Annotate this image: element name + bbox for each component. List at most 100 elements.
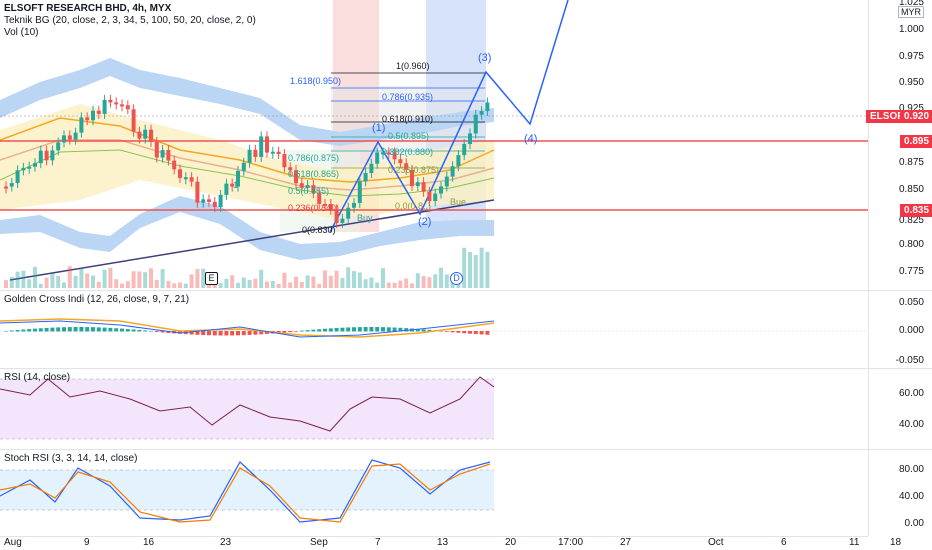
golden-cross-legend[interactable]: Golden Cross Indi (12, 26, close, 9, 7, … — [4, 294, 190, 305]
candle — [433, 193, 438, 202]
histogram-bar — [143, 330, 148, 332]
volume-bar — [439, 267, 443, 288]
candle — [15, 170, 20, 184]
histogram-bar — [282, 331, 287, 333]
histogram-bar — [421, 329, 426, 332]
pane-separator[interactable] — [0, 290, 932, 291]
candle — [201, 199, 206, 203]
wave-label-2: (2) — [418, 216, 432, 228]
top-price-label: 1.025 — [898, 0, 924, 8]
histogram-bar — [201, 331, 206, 336]
pane-separator[interactable] — [0, 449, 932, 450]
time-tick: 18 — [890, 537, 902, 548]
volume-bar — [282, 272, 287, 288]
histogram-bar — [323, 328, 327, 332]
candle — [462, 144, 467, 156]
candle — [444, 176, 449, 187]
histogram-bar — [485, 331, 490, 335]
candle — [323, 203, 327, 206]
golden-cross-chart[interactable] — [0, 291, 868, 368]
histogram-bar — [346, 327, 351, 332]
candle — [149, 129, 153, 142]
price-tick: 0.825 — [898, 215, 924, 226]
golden-cross-pane[interactable]: Golden Cross Indi (12, 26, close, 9, 7, … — [0, 291, 868, 368]
candle — [137, 131, 142, 139]
price-tick: 0.875 — [898, 157, 924, 168]
symbol-title[interactable]: ELSOFT RESEARCH BHD, 4h, MYX — [4, 3, 172, 14]
indicator-volume[interactable]: Vol (10) — [4, 27, 39, 38]
volume-bar — [485, 251, 490, 288]
volume-bar — [375, 282, 380, 288]
stoch-d-line — [0, 463, 491, 523]
candle — [294, 170, 298, 184]
price-chart[interactable] — [0, 0, 868, 290]
candle — [4, 186, 8, 189]
volume-bar — [131, 271, 136, 288]
histogram-bar — [363, 327, 368, 332]
volume-bar — [236, 282, 240, 288]
pane-separator[interactable] — [0, 368, 932, 369]
candle — [73, 132, 78, 140]
rsi-pane[interactable]: RSI (14, close) — [0, 369, 868, 449]
price-axis[interactable]: 1.025 MYR 1.000 0.975 0.950 0.925 0.875 … — [868, 0, 932, 536]
candle — [352, 202, 356, 208]
candle — [340, 218, 345, 223]
candle — [473, 114, 478, 134]
event-d-marker[interactable]: D — [450, 272, 463, 285]
candle — [410, 169, 414, 187]
volume-bar — [468, 252, 472, 288]
indicator-teknik-bg[interactable]: Teknik BG (20, close, 2, 3, 34, 5, 100, … — [4, 15, 256, 26]
last-price-tag: 0.920 — [900, 110, 932, 123]
histogram-bar — [247, 331, 252, 335]
histogram-bar — [189, 331, 194, 335]
volume-bar — [328, 275, 333, 288]
volume-bar — [392, 282, 397, 288]
volume-bar — [62, 282, 66, 288]
candle — [143, 129, 148, 139]
candle — [288, 167, 293, 171]
volume-bar — [473, 255, 478, 288]
time-tick: Aug — [4, 537, 22, 548]
rsi-legend[interactable]: RSI (14, close) — [4, 372, 71, 383]
time-tick: 27 — [620, 537, 632, 548]
buy-label: Buy — [357, 213, 373, 223]
volume-bar — [294, 276, 298, 288]
candle — [172, 160, 177, 170]
histogram-bar — [299, 330, 304, 332]
time-axis[interactable]: Aug 9 16 23 Sep 7 13 20 17:00 27 Oct 6 1… — [0, 536, 901, 550]
fib-label-0618-upper: 0.618(0.910) — [382, 114, 434, 124]
stoch-rsi-legend[interactable]: Stoch RSI (3, 3, 14, 14, close) — [4, 453, 138, 464]
candle — [468, 133, 472, 145]
candle — [131, 109, 136, 132]
stoch-rsi-chart[interactable] — [0, 450, 868, 536]
candle — [33, 163, 37, 167]
event-e-marker[interactable]: E — [205, 272, 218, 285]
histogram-bar — [386, 327, 391, 332]
candle — [456, 155, 461, 167]
volume-bar — [398, 280, 403, 288]
volume-bar — [299, 282, 304, 288]
stoch-rsi-pane[interactable]: Stoch RSI (3, 3, 14, 14, close) — [0, 450, 868, 536]
volume-bar — [125, 281, 130, 288]
histogram-bar — [305, 330, 310, 332]
candle — [415, 182, 420, 187]
volume-bar — [317, 283, 322, 288]
volume-bar — [265, 281, 269, 288]
volume-bar — [323, 270, 327, 288]
volume-bar — [114, 279, 119, 288]
candle — [265, 136, 269, 153]
candle — [259, 136, 264, 157]
candle — [178, 169, 182, 178]
candle — [334, 209, 339, 223]
gc-tick: 0.000 — [898, 325, 924, 336]
rsi-chart[interactable] — [0, 369, 868, 449]
histogram-bar — [67, 327, 72, 332]
candle — [386, 152, 391, 155]
candle — [328, 204, 333, 210]
candle — [154, 141, 159, 158]
price-pane[interactable]: 1(0.960) 1.618(0.950) 0.786(0.935) 0.618… — [0, 0, 868, 290]
time-tick: 6 — [781, 537, 787, 548]
histogram-bar — [137, 329, 142, 332]
fib-label-0382-upper: 0.382(0.880) — [382, 147, 434, 157]
time-tick: 7 — [375, 537, 381, 548]
